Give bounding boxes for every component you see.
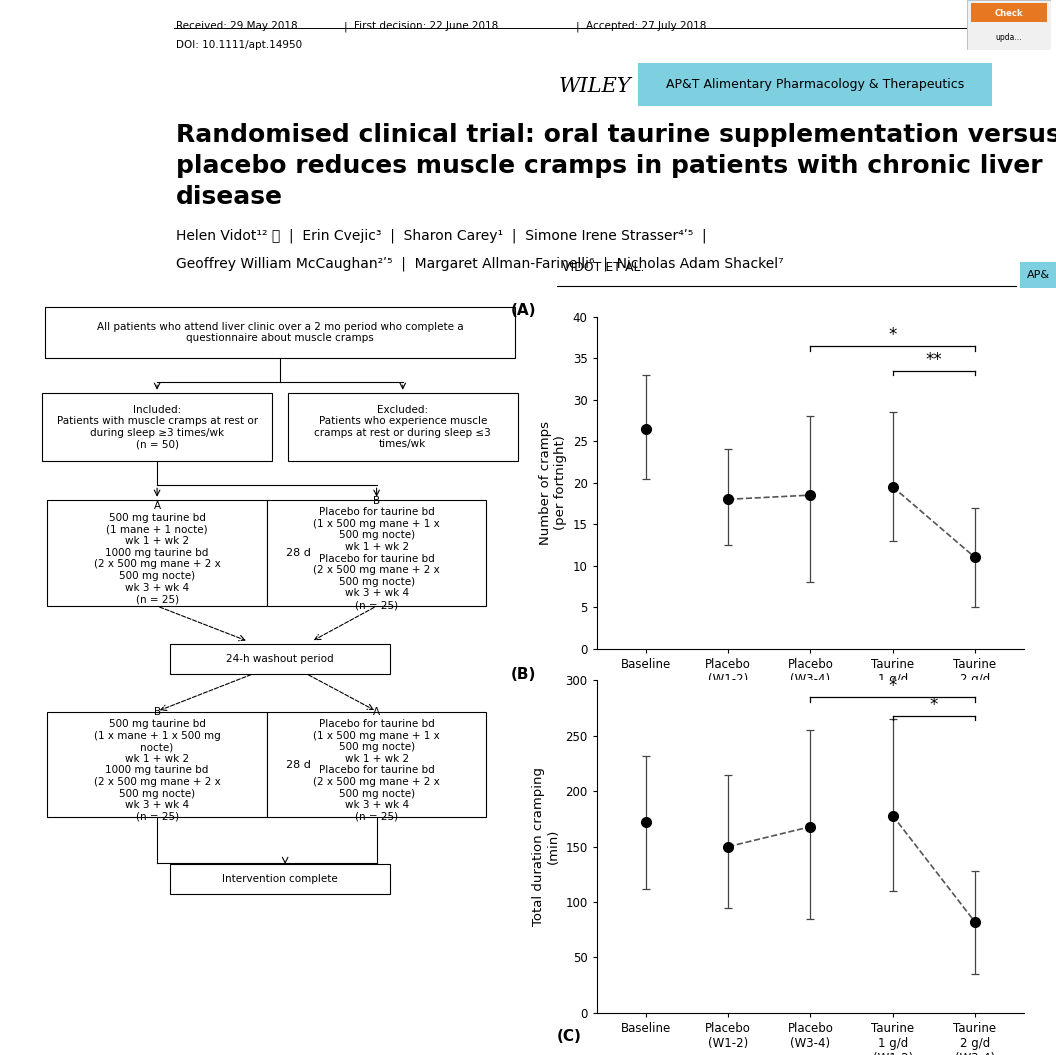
Y-axis label: Number of cramps
(per fortnight): Number of cramps (per fortnight) bbox=[540, 421, 567, 544]
Text: VIDOT ET AL.: VIDOT ET AL. bbox=[562, 261, 644, 273]
Text: *: * bbox=[888, 326, 897, 344]
Text: Intervention complete: Intervention complete bbox=[222, 874, 338, 884]
Text: B
Placebo for taurine bd
(1 x 500 mg mane + 1 x
500 mg nocte)
wk 1 + wk 2
Placeb: B Placebo for taurine bd (1 x 500 mg man… bbox=[314, 496, 440, 610]
Text: WILEY: WILEY bbox=[559, 77, 631, 96]
Text: upda...: upda... bbox=[996, 33, 1022, 42]
Text: A
Placebo for taurine bd
(1 x 500 mg mane + 1 x
500 mg nocte)
wk 1 + wk 2
Placeb: A Placebo for taurine bd (1 x 500 mg man… bbox=[314, 707, 440, 822]
Bar bbox=[44, 307, 515, 359]
Text: Included:
Patients with muscle cramps at rest or
during sleep ≥3 times/wk
(n = 5: Included: Patients with muscle cramps at… bbox=[57, 404, 258, 449]
Text: 24-h washout period: 24-h washout period bbox=[226, 654, 334, 664]
Text: 28 d: 28 d bbox=[286, 760, 310, 769]
Bar bbox=[267, 712, 487, 818]
X-axis label: Treatment (timepoint): Treatment (timepoint) bbox=[728, 707, 893, 720]
Text: Helen Vidot¹² ⓘ  |  Erin Cvejic³  |  Sharon Carey¹  |  Simone Irene Strasser⁴ʹ⁵ : Helen Vidot¹² ⓘ | Erin Cvejic³ | Sharon … bbox=[176, 229, 706, 244]
Text: AP&: AP& bbox=[1026, 270, 1050, 280]
Text: (B): (B) bbox=[511, 667, 536, 683]
Text: All patients who attend liver clinic over a 2 mo period who complete a
questionn: All patients who attend liver clinic ove… bbox=[96, 322, 464, 343]
Text: 28 d: 28 d bbox=[286, 548, 310, 558]
Y-axis label: Total duration cramping
(min): Total duration cramping (min) bbox=[532, 767, 560, 926]
Text: Received: 29 May 2018: Received: 29 May 2018 bbox=[176, 21, 298, 31]
Text: |: | bbox=[576, 21, 579, 32]
Bar bbox=[287, 394, 517, 461]
Bar bbox=[42, 394, 272, 461]
Text: AP&T Alimentary Pharmacology & Therapeutics: AP&T Alimentary Pharmacology & Therapeut… bbox=[665, 78, 964, 91]
Text: Check: Check bbox=[995, 9, 1023, 18]
Text: (A): (A) bbox=[511, 303, 536, 319]
Bar bbox=[170, 644, 390, 673]
Text: Randomised clinical trial: oral taurine supplementation versus: Randomised clinical trial: oral taurine … bbox=[176, 123, 1056, 148]
Text: Excluded:
Patients who experience muscle
cramps at rest or during sleep ≤3
times: Excluded: Patients who experience muscle… bbox=[315, 404, 491, 449]
Text: (C): (C) bbox=[557, 1030, 582, 1044]
Text: Geoffrey William McCaughan²ʹ⁵  |  Margaret Allman-Farinelli⁶  |  Nicholas Adam S: Geoffrey William McCaughan²ʹ⁵ | Margaret… bbox=[176, 256, 785, 271]
Bar bbox=[267, 500, 487, 606]
Text: *: * bbox=[888, 677, 897, 695]
Bar bbox=[1020, 262, 1056, 288]
Text: B
500 mg taurine bd
(1 x mane + 1 x 500 mg
nocte)
wk 1 + wk 2
1000 mg taurine bd: B 500 mg taurine bd (1 x mane + 1 x 500 … bbox=[94, 707, 221, 822]
Text: placebo reduces muscle cramps in patients with chronic liver: placebo reduces muscle cramps in patient… bbox=[176, 154, 1043, 178]
Text: First decision: 22 June 2018: First decision: 22 June 2018 bbox=[354, 21, 498, 31]
Text: Accepted: 27 July 2018: Accepted: 27 July 2018 bbox=[586, 21, 706, 31]
Bar bbox=[972, 3, 1046, 22]
Bar bbox=[170, 864, 390, 894]
Text: *: * bbox=[929, 695, 938, 713]
Text: DOI: 10.1111/apt.14950: DOI: 10.1111/apt.14950 bbox=[176, 40, 302, 50]
Text: |: | bbox=[343, 21, 346, 32]
Bar bbox=[48, 500, 267, 606]
Bar bbox=[48, 712, 267, 818]
Text: **: ** bbox=[925, 351, 942, 369]
Text: A
500 mg taurine bd
(1 mane + 1 nocte)
wk 1 + wk 2
1000 mg taurine bd
(2 x 500 m: A 500 mg taurine bd (1 mane + 1 nocte) w… bbox=[94, 501, 221, 605]
Text: disease: disease bbox=[176, 185, 283, 209]
